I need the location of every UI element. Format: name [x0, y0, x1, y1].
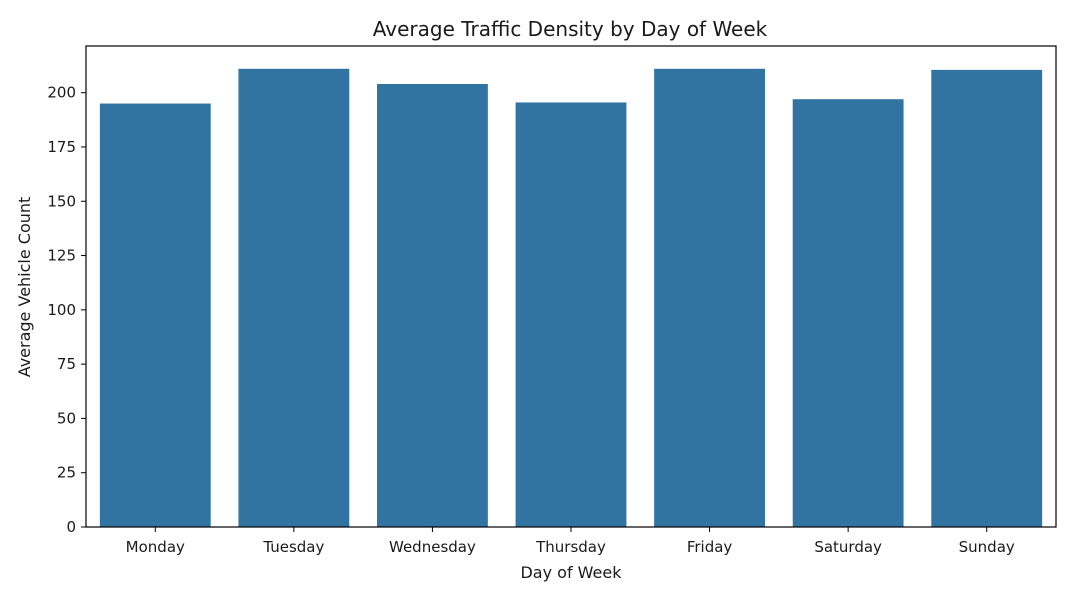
y-tick-label: 200 [47, 84, 76, 102]
chart-title: Average Traffic Density by Day of Week [373, 17, 768, 41]
x-tick-label-monday: Monday [126, 538, 185, 556]
y-axis: 0 25 50 75 100 125 150 175 200 [47, 84, 86, 536]
y-tick-label: 100 [47, 301, 76, 319]
bar-saturday [792, 99, 904, 528]
y-tick-label: 125 [47, 247, 76, 265]
bar-thursday [515, 102, 627, 527]
y-tick-label: 75 [57, 355, 76, 373]
y-tick-label: 50 [57, 409, 76, 427]
x-axis-label: Day of Week [520, 563, 622, 582]
bar-wednesday [377, 84, 488, 527]
bar-sunday [931, 69, 1043, 527]
x-axis: Monday Tuesday Wednesday Thursday Friday Satu… [126, 527, 1015, 556]
y-tick-label: 0 [66, 518, 76, 536]
x-tick-label-wednesday: Wednesday [389, 538, 476, 556]
y-tick-label: 150 [47, 192, 76, 210]
y-axis-label: Average Vehicle Count [15, 197, 34, 378]
bar-tuesday [238, 68, 350, 527]
bar-friday [654, 68, 765, 527]
x-tick-label-sunday: Sunday [959, 538, 1015, 556]
bar-monday [99, 103, 211, 528]
x-tick-label-saturday: Saturday [814, 538, 882, 556]
y-tick-label: 25 [57, 464, 76, 482]
x-tick-label-friday: Friday [687, 538, 733, 556]
y-tick-label: 175 [47, 138, 76, 156]
x-tick-label-tuesday: Tuesday [262, 538, 324, 556]
bars-group [99, 68, 1043, 528]
x-tick-label-thursday: Thursday [535, 538, 606, 556]
